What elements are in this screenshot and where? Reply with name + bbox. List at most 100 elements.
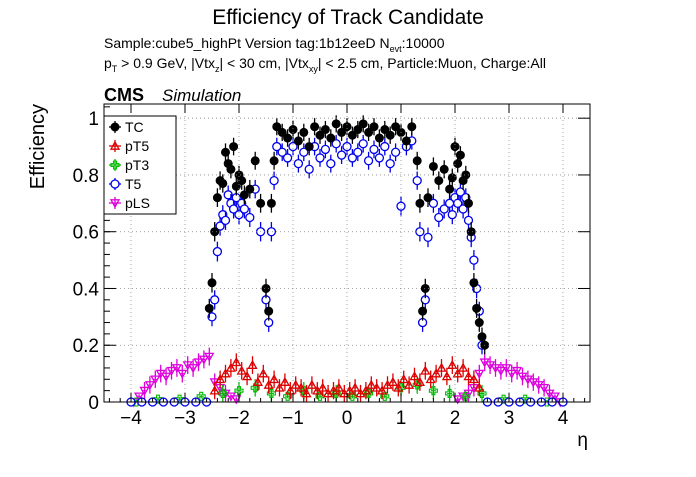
data-point-pt5 — [452, 368, 463, 378]
data-point-t5 — [331, 139, 341, 149]
data-point-pls — [171, 364, 183, 374]
data-point-t5 — [269, 175, 279, 186]
data-point-pt5 — [220, 368, 231, 378]
data-point-tc — [407, 122, 417, 132]
data-point-t5 — [353, 147, 363, 157]
data-point-t5 — [363, 156, 374, 166]
data-point-t5 — [320, 144, 331, 155]
data-point-pt5 — [447, 359, 458, 369]
data-point-t5 — [396, 201, 406, 211]
axes: −4 −3 −2 −1 0 1 2 3 4 0 0.2 0.4 0.6 0.8 1 — [73, 103, 591, 429]
data-point-tc — [304, 142, 314, 152]
legend-marker-pt3 — [110, 160, 120, 170]
data-point-pt5 — [258, 368, 269, 378]
data-point-tc — [207, 278, 217, 288]
data-point-pt5 — [463, 371, 474, 381]
data-point-pls — [160, 372, 172, 382]
data-point-pls — [187, 364, 199, 374]
data-point-tc — [231, 181, 241, 191]
data-point-pt5 — [387, 376, 399, 386]
legend-marker-t5 — [110, 179, 120, 189]
cuts-t: T — [112, 64, 118, 74]
data-point-pt5 — [236, 365, 247, 375]
legend-label-pt5: pT5 — [125, 138, 149, 154]
data-point-tc — [331, 119, 341, 129]
data-point-pt5 — [274, 382, 285, 392]
data-point-pt5 — [425, 373, 436, 384]
data-point-t5 — [453, 198, 463, 208]
data-point-t5 — [358, 139, 368, 149]
y-axis-label: Efficiency — [27, 104, 49, 189]
data-point-tc — [320, 125, 330, 135]
data-point-pt5 — [468, 373, 480, 384]
data-point-tc — [272, 122, 282, 132]
data-point-t5 — [434, 212, 444, 223]
data-point-t5 — [458, 204, 468, 214]
data-point-tc — [261, 283, 271, 293]
data-point-pt5 — [225, 362, 237, 372]
data-point-tc — [212, 193, 222, 203]
data-point-pt5 — [360, 385, 372, 395]
data-point-tc — [283, 133, 293, 143]
data-point-pt5 — [403, 379, 415, 389]
data-point-tc — [226, 164, 236, 174]
data-point-tc — [310, 122, 320, 132]
legend-marker-pls — [109, 199, 121, 209]
data-point-t5 — [207, 312, 217, 322]
data-point-tc — [434, 176, 444, 186]
data-point-t5 — [212, 246, 223, 257]
cms-label: CMS — [104, 85, 144, 105]
data-point-tc — [415, 198, 425, 208]
data-point-pls — [474, 369, 485, 379]
data-point-pt3 — [364, 388, 374, 399]
data-point-tc — [347, 130, 357, 140]
data-point-tc — [245, 184, 255, 194]
data-point-t5 — [336, 150, 347, 160]
data-point-t5 — [439, 204, 449, 214]
data-point-pt5 — [301, 388, 312, 398]
plot-area — [126, 115, 568, 408]
data-point-pls — [495, 366, 507, 377]
data-point-tc — [364, 127, 374, 137]
data-point-pls — [204, 352, 215, 362]
data-point-pt3 — [428, 386, 438, 396]
data-point-pt5 — [209, 385, 220, 395]
data-point-tc — [288, 125, 298, 135]
data-point-pt5 — [393, 382, 404, 392]
x-tick-label: −3 — [174, 408, 196, 429]
data-point-t5 — [228, 204, 239, 214]
data-point-t5 — [299, 147, 309, 157]
data-point-pls — [198, 355, 210, 365]
data-point-pt5 — [279, 376, 291, 386]
data-point-tc — [210, 227, 220, 237]
data-point-tc — [277, 127, 287, 137]
y-tick-label: 0.6 — [73, 223, 99, 244]
data-point-pls — [177, 369, 188, 379]
cuts-z: z — [215, 64, 220, 74]
data-point-pt5 — [290, 379, 301, 389]
y-tick-label: 0.8 — [73, 166, 99, 187]
data-point-pt5 — [263, 379, 274, 389]
data-point-tc — [401, 136, 411, 146]
data-point-t5 — [455, 187, 466, 197]
data-point-pls — [501, 364, 512, 374]
data-point-pt5 — [457, 362, 469, 372]
cuts-info: pT > 0.9 GeV, |Vtxz| < 30 cm, |Vtxxy| < … — [104, 55, 546, 74]
x-tick-label: 0 — [342, 408, 353, 429]
data-point-tc — [204, 303, 214, 313]
sample-info-sub: evt — [390, 44, 403, 54]
data-point-tc — [269, 156, 279, 166]
data-point-pt5 — [409, 371, 420, 381]
data-point-pls — [452, 395, 463, 405]
cuts-a: > 0.9 GeV, |Vtx — [117, 55, 215, 71]
data-point-tc — [477, 332, 487, 342]
data-point-tc — [326, 133, 336, 143]
data-point-tc — [453, 159, 463, 169]
data-point-tc — [461, 170, 471, 180]
data-point-pt5 — [441, 371, 453, 381]
data-point-t5 — [412, 175, 422, 186]
cuts-c: | < 2.5 cm, Particle:Muon, Charge:All — [318, 55, 546, 71]
data-point-t5 — [220, 215, 231, 226]
data-point-pls — [511, 366, 523, 377]
